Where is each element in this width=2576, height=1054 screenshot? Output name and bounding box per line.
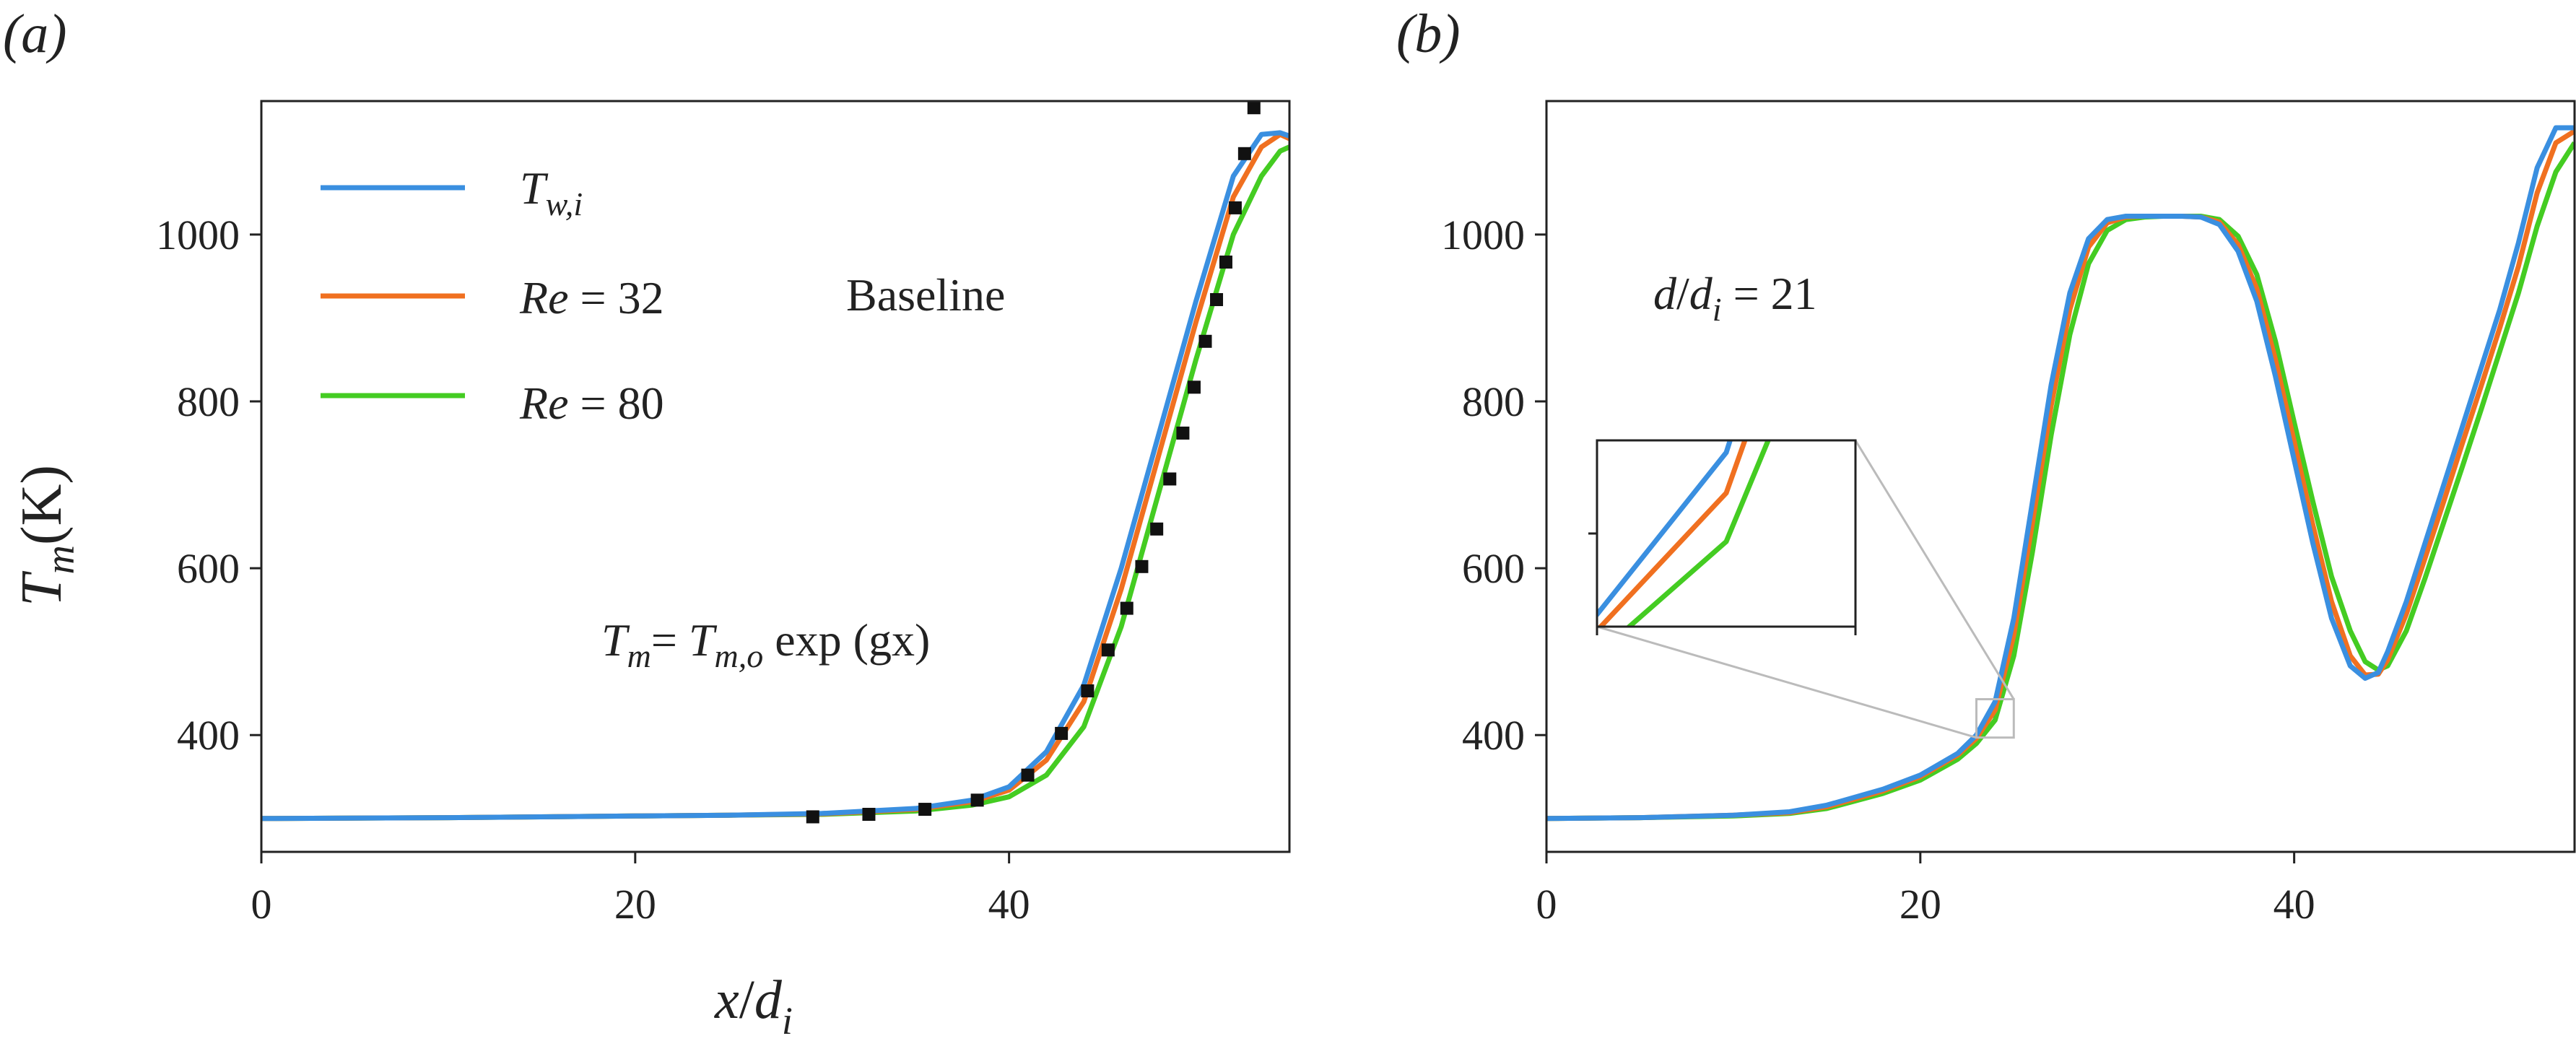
inset-series-orange bbox=[1597, 440, 1748, 627]
x-tick-label: 20 bbox=[614, 881, 656, 928]
panel-b: (b) 0 20 40 400 600 800 1000 d/di = 21 bbox=[1396, 4, 2576, 928]
legend-label-re32: Re = 32 bbox=[519, 272, 664, 323]
panel-a: (a) 0 20 40 400 600 800 1000 Tw,i Re = 32 Re … bbox=[3, 4, 1291, 1042]
panel-a-exp-fit-markers bbox=[806, 101, 1261, 824]
exp-fit-marker bbox=[1219, 256, 1232, 269]
exp-fit-marker bbox=[1187, 380, 1201, 394]
panel-b-y-ticks: 400 600 800 1000 bbox=[1441, 212, 1546, 759]
panel-a-formula: Tm= Tm,o exp (gx) bbox=[601, 614, 930, 674]
exp-fit-marker bbox=[1101, 643, 1115, 657]
exp-fit-marker bbox=[862, 808, 876, 821]
y-tick-label: 600 bbox=[1462, 545, 1525, 592]
exp-fit-marker bbox=[1198, 334, 1212, 348]
zoom-connector-bottom bbox=[1596, 625, 1977, 739]
panel-a-series-blue bbox=[261, 130, 1289, 822]
panel-b-label: (b) bbox=[1396, 4, 1461, 64]
panel-a-frame bbox=[260, 100, 1291, 853]
exp-fit-marker bbox=[1021, 768, 1035, 782]
legend-label-tw: Tw,i bbox=[520, 162, 583, 222]
exp-fit-marker bbox=[1237, 147, 1251, 160]
panel-a-series-green bbox=[261, 144, 1289, 822]
x-tick-label: 0 bbox=[1536, 881, 1557, 928]
legend-label-re80: Re = 80 bbox=[519, 378, 664, 429]
y-tick-label: 600 bbox=[177, 545, 240, 592]
y-tick-label: 800 bbox=[177, 378, 240, 425]
x-axis-label: x/di bbox=[714, 970, 793, 1042]
x-tick-label: 20 bbox=[1900, 881, 1941, 928]
x-tick-label: 0 bbox=[251, 881, 272, 928]
exp-fit-marker bbox=[1176, 426, 1190, 440]
y-axis-label: Tm(K) bbox=[10, 465, 83, 606]
exp-fit-marker bbox=[970, 793, 984, 807]
exp-fit-marker bbox=[1055, 726, 1069, 740]
panel-b-frame bbox=[1545, 100, 2576, 853]
y-tick-label: 800 bbox=[1462, 378, 1525, 425]
legend: Tw,i Re = 32 Re = 80 bbox=[321, 162, 664, 429]
panel-a-curves bbox=[261, 101, 1289, 824]
exp-fit-marker bbox=[918, 803, 932, 816]
x-tick-label: 40 bbox=[988, 881, 1030, 928]
y-tick-label: 400 bbox=[177, 712, 240, 759]
panel-a-title: Baseline bbox=[846, 269, 1005, 321]
exp-fit-marker bbox=[1210, 293, 1224, 307]
exp-fit-marker bbox=[1228, 201, 1242, 214]
inset-series-green bbox=[1625, 440, 1771, 627]
panel-b-series-blue bbox=[1546, 125, 2575, 822]
panel-a-x-ticks: 0 20 40 bbox=[251, 852, 1030, 928]
panel-a-series-orange bbox=[261, 131, 1289, 822]
y-tick-label: 1000 bbox=[156, 212, 240, 258]
exp-fit-marker bbox=[1120, 601, 1133, 615]
zoom-connector-top bbox=[1854, 440, 2015, 700]
inset-plot bbox=[1588, 439, 1857, 635]
panel-a-y-ticks: 400 600 800 1000 bbox=[156, 212, 261, 759]
panel-b-curves bbox=[1546, 125, 2575, 822]
exp-fit-marker bbox=[1163, 472, 1177, 486]
inset-background bbox=[1597, 440, 1855, 627]
y-tick-label: 400 bbox=[1462, 712, 1525, 759]
y-tick-label: 1000 bbox=[1441, 212, 1525, 258]
exp-fit-marker bbox=[806, 810, 819, 824]
exp-fit-marker bbox=[1081, 684, 1095, 697]
panel-b-annotation: d/di = 21 bbox=[1653, 268, 1817, 328]
x-tick-label: 40 bbox=[2273, 881, 2315, 928]
inset-curves bbox=[1597, 440, 1771, 627]
exp-fit-marker bbox=[1135, 559, 1149, 573]
panel-a-label: (a) bbox=[3, 4, 67, 64]
panel-b-x-ticks: 0 20 40 bbox=[1536, 852, 2315, 928]
exp-fit-marker bbox=[1150, 522, 1164, 536]
zoom-region-box bbox=[1975, 698, 2015, 739]
exp-fit-marker bbox=[1247, 101, 1261, 115]
inset-series-blue bbox=[1597, 440, 1733, 618]
